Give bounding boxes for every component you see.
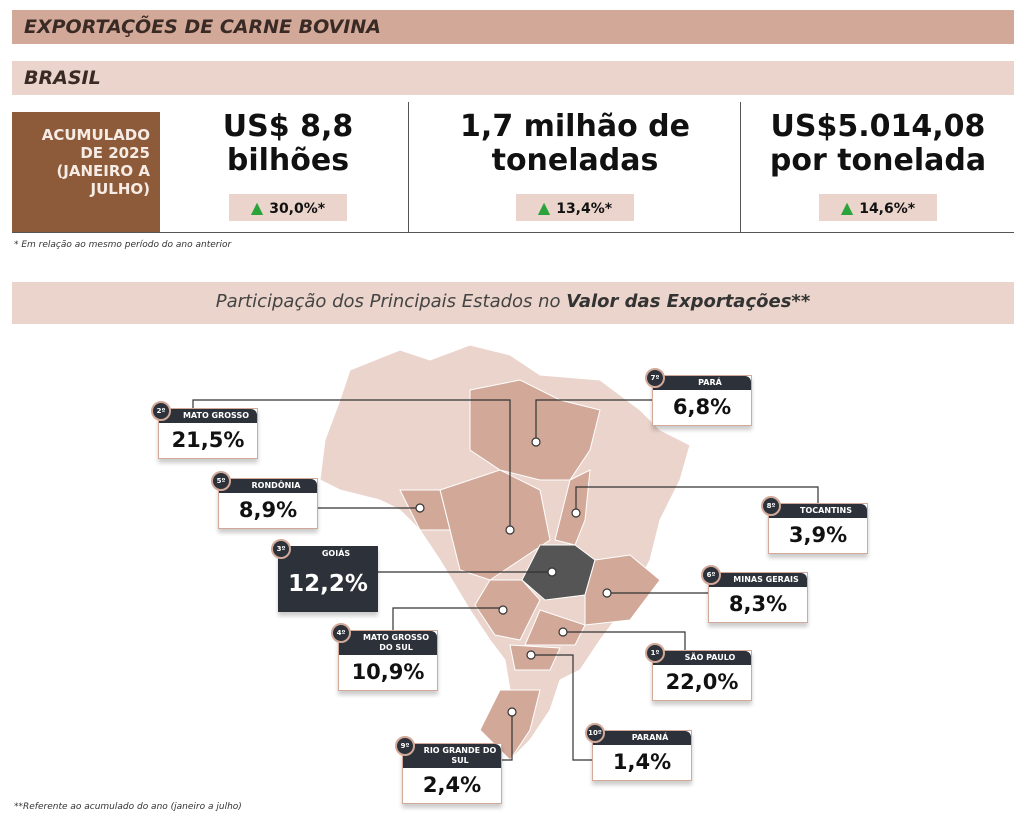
map-tocantins [554,469,591,546]
stat-value: US$ 8,8 bilhões ▲ 30,0%* [170,102,406,221]
stat-volume: 1,7 milhão de toneladas ▲ 13,4%* [410,102,740,221]
state-card-mato-grosso-do-sul: 4º MATO GROSSO DO SUL 10,9% [331,623,438,691]
state-name: TOCANTINS [769,504,867,518]
map-rondonia [399,489,451,531]
state-name: MATO GROSSO [159,409,257,423]
state-share: 8,9% [238,498,298,522]
state-share: 3,9% [788,523,848,547]
stat-line: por tonelada [769,143,987,178]
rank-badge: 5º [211,471,231,491]
state-card-rio-grande-do-sul: 9º RIO GRANDE DO SUL 2,4% [395,736,502,804]
state-share: 6,8% [672,395,732,419]
footnote: * Em relação ao mesmo período do ano ant… [14,240,232,250]
arrow-up-icon: ▲ [840,198,854,217]
state-name: GOIÁS [279,547,377,561]
rank-badge: 1º [645,643,665,663]
rank-badge: 8º [761,496,781,516]
change-value: 30,0%* [269,201,326,217]
rank-badge: 3º [271,539,291,559]
state-share: 2,4% [422,773,482,797]
map-rio-grande-sul [479,689,541,761]
state-card-para: 7º PARÁ 6,8% [645,368,752,426]
state-share: 21,5% [171,428,245,452]
state-card-sao-paulo: 1º SÃO PAULO 22,0% [645,643,752,701]
state-share: 10,9% [351,660,425,684]
arrow-up-icon: ▲ [250,198,264,217]
rank-badge: 7º [645,368,665,388]
state-markers [415,437,612,717]
rank-badge: 2º [151,401,171,421]
state-name: MATO GROSSO DO SUL [339,631,437,655]
state-name: RONDÔNIA [219,479,317,493]
stat-line: bilhões [226,143,350,178]
state-name: PARANÁ [593,731,691,745]
state-card-parana: 10º PARANÁ 1,4% [585,723,692,781]
state-card-tocantins: 8º TOCANTINS 3,9% [761,496,868,554]
state-share: 12,2% [288,571,368,597]
stat-line: toneladas [491,143,659,178]
rank-badge: 4º [331,623,351,643]
rank-badge: 10º [585,723,605,743]
state-name: PARÁ [653,376,751,390]
stat-line: US$5.014,08 [770,109,986,144]
period-label: ACUMULADO DE 2025 (JANEIRO A JULHO) [12,112,160,232]
state-name: RIO GRANDE DO SUL [403,744,501,768]
stat-line: 1,7 milhão de [460,109,690,144]
divider [12,232,1014,233]
stat-line: US$ 8,8 [222,109,354,144]
subtitle: BRASIL [12,61,1014,95]
map-mato-grosso [439,469,551,581]
section-title-prefix: Participação dos Principais Estados no [215,291,567,312]
state-card-mato-grosso: 2º MATO GROSSO 21,5% [151,401,258,459]
rank-badge: 6º [701,565,721,585]
state-share: 22,0% [665,670,739,694]
brazil-map [192,344,819,761]
section-title-bold: Valor das Exportações** [566,291,811,312]
change-badge: ▲ 14,6%* [818,194,938,221]
state-card-goias: 3º GOIÁS 12,2% [271,539,378,612]
leader-lines [192,399,819,761]
state-name: MINAS GERAIS [709,573,807,587]
change-value: 14,6%* [859,201,916,217]
map-parana [509,644,561,671]
state-share: 8,3% [728,592,788,616]
change-badge: ▲ 30,0%* [228,194,348,221]
page-title: EXPORTAÇÕES DE CARNE BOVINA [12,10,1014,44]
change-value: 13,4%* [556,201,613,217]
rank-badge: 9º [395,736,415,756]
divider [740,102,741,232]
state-name: SÃO PAULO [653,651,751,665]
state-share: 1,4% [612,750,672,774]
change-badge: ▲ 13,4%* [515,194,635,221]
map-minas-gerais [584,554,661,626]
map-sao-paulo [524,609,586,646]
divider [408,102,409,232]
state-card-minas-gerais: 6º MINAS GERAIS 8,3% [701,565,808,623]
map-para [469,379,601,481]
footnote: **Referente ao acumulado do ano (janeiro… [14,802,242,812]
state-card-rondonia: 5º RONDÔNIA 8,9% [211,471,318,529]
section-title: Participação dos Principais Estados no V… [12,282,1014,324]
stat-price: US$5.014,08 por tonelada ▲ 14,6%* [742,102,1014,221]
arrow-up-icon: ▲ [537,198,551,217]
